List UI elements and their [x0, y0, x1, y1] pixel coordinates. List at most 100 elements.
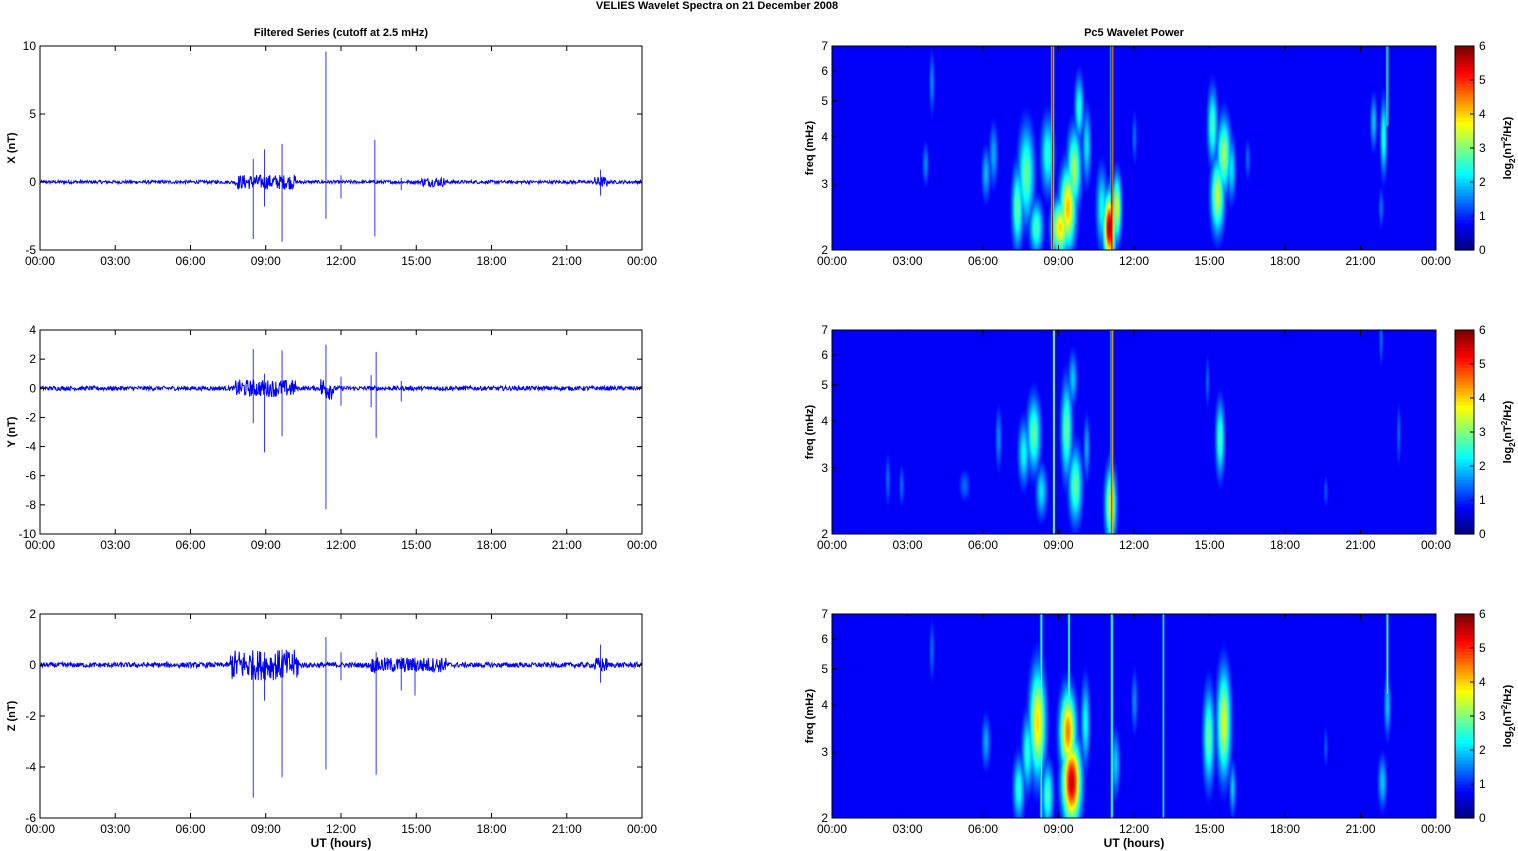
colorbar-band	[1455, 493, 1474, 498]
colorbar-band	[1455, 688, 1474, 693]
colorbar-band	[1455, 729, 1474, 734]
colorbar-band	[1455, 56, 1474, 61]
x-tick-label: 12:00	[326, 822, 356, 836]
colorbar-band	[1455, 46, 1474, 50]
y-tick-label: -2	[25, 709, 36, 723]
colorbar-tick-label: 0	[1479, 811, 1486, 825]
colorbar-band	[1455, 712, 1474, 717]
colorbar-band	[1455, 154, 1474, 159]
x-tick-label: 21:00	[1345, 538, 1375, 552]
colorbar-band	[1455, 120, 1474, 125]
colorbar-band	[1455, 811, 1474, 816]
colorbar-band	[1455, 141, 1474, 146]
x-tick-label: 09:00	[251, 254, 281, 268]
colorbar-band	[1455, 165, 1474, 169]
colorbar-band	[1455, 631, 1474, 635]
colorbar-band	[1455, 73, 1474, 78]
colorbar-band	[1455, 127, 1474, 132]
colorbar-tick-label: 4	[1479, 675, 1486, 689]
panel-1: -10 -8 -6 -4 -2 0 2 4 00:00 03:00 06:00 09:00 12:00 1…	[6, 323, 657, 552]
y-tick-label: 10	[23, 39, 37, 53]
x-tick-label: 00:00	[1421, 822, 1451, 836]
x-tick-label: 03:00	[892, 538, 922, 552]
colorbar-band	[1455, 733, 1474, 737]
colorbar-band	[1455, 100, 1474, 105]
y-axis-label: Y (nT)	[6, 416, 18, 447]
colorbar-band	[1455, 222, 1474, 227]
y-axis-label: Z (nT)	[6, 700, 18, 731]
x-tick-label: 15:00	[1194, 254, 1224, 268]
colorbar-band	[1455, 685, 1474, 690]
panel-title: Pc5 Wavelet Power	[1084, 27, 1185, 39]
x-tick-label: 15:00	[401, 822, 431, 836]
colorbar-band	[1455, 442, 1474, 447]
colorbar-band	[1455, 682, 1474, 686]
colorbar-band	[1455, 814, 1474, 819]
colorbar-band	[1455, 202, 1474, 207]
colorbar-band	[1455, 103, 1474, 108]
y-tick-label: 3	[821, 745, 828, 759]
colorbar-band	[1455, 175, 1474, 180]
colorbar-band	[1455, 807, 1474, 812]
colorbar-band	[1455, 699, 1474, 703]
y-tick-label: 0	[29, 658, 36, 672]
colorbar-band	[1455, 195, 1474, 200]
colorbar-band	[1455, 617, 1474, 622]
colorbar-band	[1455, 394, 1474, 399]
colorbar-band	[1455, 503, 1474, 508]
x-tick-label: 00:00	[627, 254, 657, 268]
axes-frame	[39, 45, 643, 251]
colorbar-band	[1455, 205, 1474, 210]
colorbar-band	[1455, 746, 1474, 751]
colorbar-band	[1455, 770, 1474, 775]
x-tick-label: 00:00	[627, 538, 657, 552]
colorbar-band	[1455, 726, 1474, 731]
x-tick-label: 00:00	[627, 822, 657, 836]
colorbar-band	[1455, 692, 1474, 697]
colorbar-tick-label: 3	[1479, 141, 1486, 155]
colorbar-band	[1455, 76, 1474, 81]
colorbar-band	[1455, 93, 1474, 98]
wavelet-power-image	[832, 46, 1436, 250]
colorbar-band	[1455, 411, 1474, 416]
panel-title: Filtered Series (cutoff at 2.5 mHz)	[254, 27, 429, 39]
colorbar-band	[1455, 178, 1474, 183]
y-tick-label: -8	[25, 498, 36, 512]
colorbar-band	[1455, 472, 1474, 477]
colorbar-band	[1455, 236, 1474, 241]
x-tick-label: 06:00	[175, 254, 205, 268]
colorbar-band	[1455, 182, 1474, 186]
y-tick-label: 4	[821, 414, 828, 428]
x-tick-label: 15:00	[1194, 822, 1224, 836]
colorbar-band	[1455, 425, 1474, 430]
figure-title: VELIES Wavelet Spectra on 21 December 20…	[596, 0, 838, 12]
y-tick-label: 6	[821, 632, 828, 646]
wavelet-power-canvas	[832, 46, 1436, 250]
colorbar-band	[1455, 185, 1474, 190]
colorbar-tick-label: 0	[1479, 527, 1486, 541]
colorbar-band	[1455, 418, 1474, 423]
colorbar-band	[1455, 63, 1474, 67]
colorbar-band	[1455, 330, 1474, 334]
colorbar-band	[1455, 148, 1474, 152]
x-tick-label: 00:00	[25, 538, 55, 552]
x-tick-label: 12:00	[326, 538, 356, 552]
colorbar-band	[1455, 171, 1474, 176]
colorbar-band	[1455, 151, 1474, 156]
colorbar-band	[1455, 709, 1474, 714]
y-axis-label: X (nT)	[6, 132, 18, 163]
colorbar-band	[1455, 780, 1474, 785]
x-tick-label: 18:00	[1270, 538, 1300, 552]
colorbar-band	[1455, 695, 1474, 700]
colorbar-band	[1455, 797, 1474, 802]
colorbar-band	[1455, 52, 1474, 57]
colorbar-band	[1455, 364, 1474, 368]
colorbar-band	[1455, 161, 1474, 166]
colorbar-band	[1455, 398, 1474, 402]
colorbar-band	[1455, 415, 1474, 419]
colorbar-tick-label: 1	[1479, 209, 1486, 223]
x-tick-label: 06:00	[968, 822, 998, 836]
x-axis-label: UT (hours)	[311, 836, 372, 850]
colorbar-band	[1455, 445, 1474, 450]
y-tick-label: 0	[29, 175, 36, 189]
